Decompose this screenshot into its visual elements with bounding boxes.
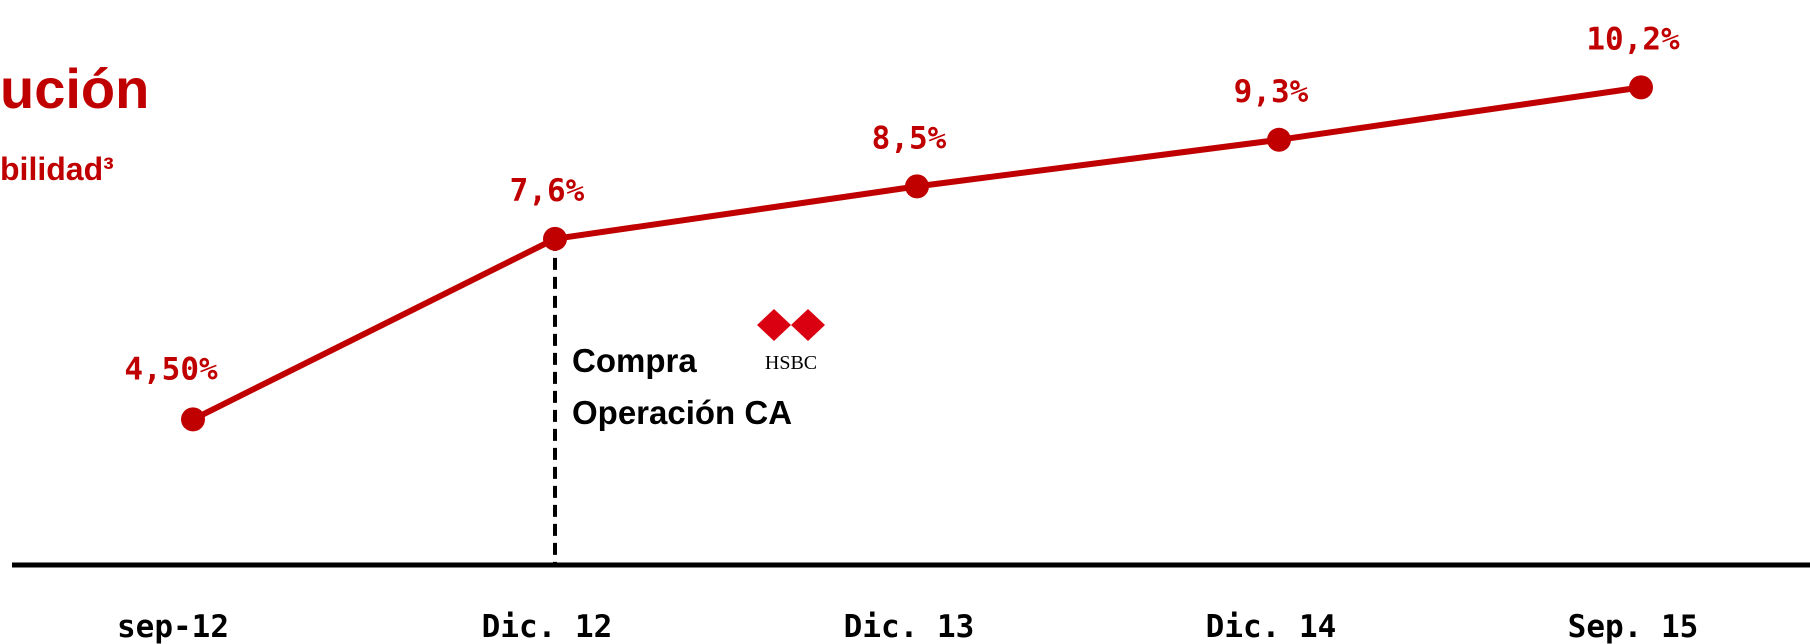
value-label: 7,6%	[510, 173, 585, 209]
hsbc-logo: HSBC	[757, 309, 825, 374]
x-tick-label: Dic. 13	[844, 609, 975, 644]
data-point	[1267, 127, 1291, 152]
x-tick-label: Dic. 12	[482, 609, 613, 644]
x-tick-label: Sep. 15	[1568, 609, 1699, 644]
data-point	[543, 226, 567, 251]
value-label: 10,2%	[1586, 21, 1680, 57]
x-tick-label: Dic. 14	[1206, 609, 1337, 644]
logo-text: HSBC	[765, 352, 817, 374]
data-point	[1629, 75, 1653, 100]
data-point	[181, 407, 205, 432]
logo-hexagon	[757, 309, 825, 341]
value-label: 9,3%	[1234, 74, 1309, 110]
annotation-text: Operación CA	[572, 394, 792, 431]
value-label: 4,50%	[124, 351, 218, 387]
annotation-text: Compra	[572, 342, 697, 379]
value-label: 8,5%	[872, 120, 947, 156]
x-tick-label: sep-12	[117, 609, 229, 644]
data-point	[905, 174, 929, 199]
logo-cut	[774, 309, 808, 341]
chart-title: ución	[0, 57, 149, 120]
chart-subtitle: bilidad³	[0, 151, 114, 187]
